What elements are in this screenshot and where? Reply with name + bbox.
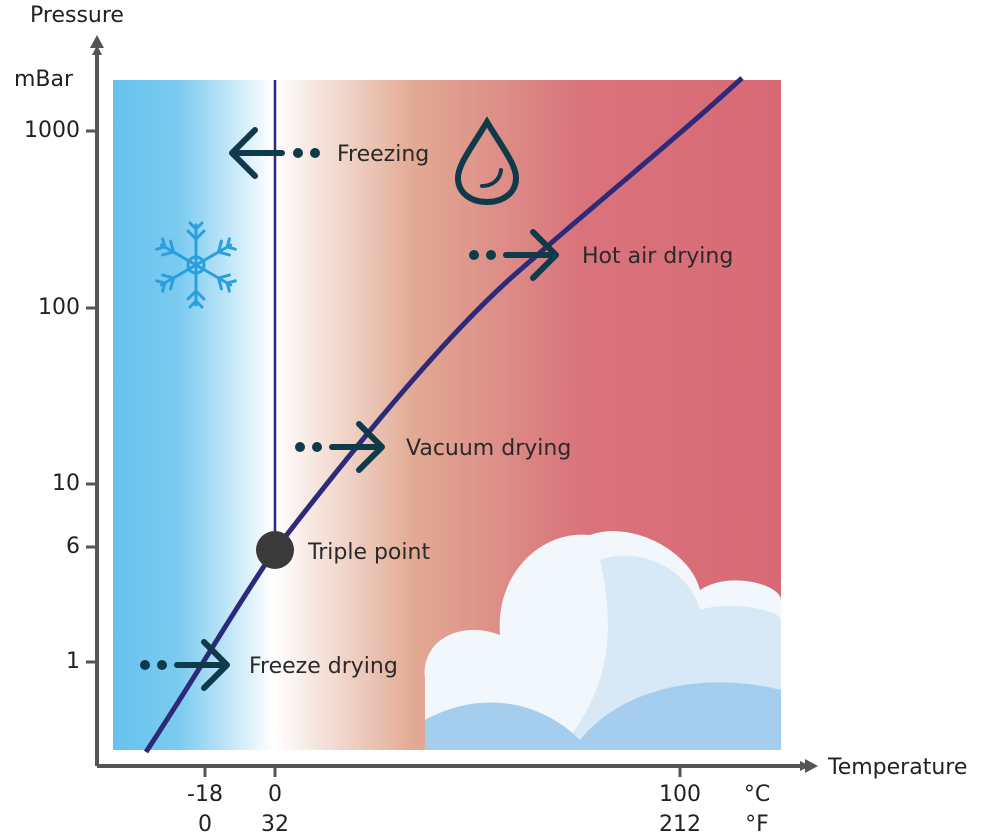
triple-point: [256, 531, 294, 569]
y-tick-label: 6: [66, 534, 80, 559]
x-tick-label: 32: [261, 812, 289, 837]
x-tick-label: 0: [268, 782, 282, 807]
phase-diagram: Pressure mBar 1000 100 10 6 1 Temperatur…: [0, 0, 993, 838]
x-unit: °C: [744, 782, 770, 807]
hot-air-drying-label: Hot air drying: [582, 244, 733, 269]
x-arrow: [805, 759, 818, 773]
y-tick-label: 1: [66, 649, 80, 674]
freezing-label: Freezing: [337, 142, 429, 167]
x-tick-label: 100: [659, 782, 701, 807]
triple-point-label: Triple point: [307, 540, 430, 565]
vacuum-drying-label: Vacuum drying: [406, 436, 571, 461]
x-axis-title: Temperature: [827, 755, 967, 780]
y-tick-label: 1000: [24, 118, 80, 143]
freeze-drying-label: Freeze drying: [249, 654, 398, 679]
y-axis-unit: mBar: [14, 67, 74, 92]
y-tick-label: 10: [52, 471, 80, 496]
x-unit: °F: [745, 812, 769, 837]
x-tick-label: 0: [198, 812, 212, 837]
y-arrow: [90, 35, 104, 48]
y-tick-label: 100: [38, 295, 80, 320]
x-tick-label: -18: [187, 782, 223, 807]
y-axis-title: Pressure: [30, 3, 124, 28]
x-tick-label: 212: [659, 812, 701, 837]
